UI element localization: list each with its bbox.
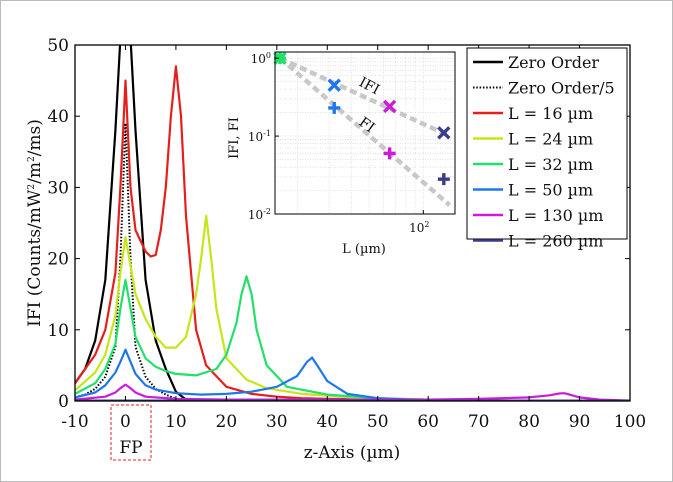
main-y-tick-label: 40 <box>47 107 69 127</box>
series-line-3 <box>75 214 429 401</box>
inset-fi-trend-label: FI <box>356 114 378 136</box>
inset-ifi-point <box>327 78 341 92</box>
inset-y-tick-label: 10-2 <box>248 207 271 222</box>
legend-label: L = 130 µm <box>508 206 603 225</box>
main-x-tick-label: 60 <box>417 412 439 432</box>
inset-trends <box>278 56 452 207</box>
main-x-tick-label: -10 <box>61 412 88 432</box>
main-x-axis-label: z-Axis (µm) <box>304 443 401 463</box>
legend-label: L = 32 µm <box>508 155 593 174</box>
focal-plane-label: FP <box>119 438 142 458</box>
main-x-tick-label: 20 <box>216 412 238 432</box>
main-y-axis-label: IFI (Counts/mW2/m2/ms) <box>25 119 45 327</box>
inset-fi-point <box>383 147 396 160</box>
inset-fi-point <box>437 173 450 186</box>
main-y-tick-label: 50 <box>47 36 69 56</box>
focal-plane-box <box>110 404 152 461</box>
main-x-ticks: -10 0 10 20 30 40 50 60 70 80 90 100 <box>61 45 646 432</box>
legend-label: Zero Order/5 <box>508 79 615 98</box>
inset-markers <box>273 51 451 186</box>
main-x-tick-label: 100 <box>614 412 646 432</box>
main-y-tick-label: 30 <box>47 178 69 198</box>
legend-label: L = 260 µm <box>508 232 603 251</box>
inset-trend-line-0 <box>279 56 451 139</box>
legend-items: Zero Order Zero Order/5 L = 16 µm L = 24 µm… <box>473 53 615 251</box>
main-x-tick-label: 90 <box>569 412 591 432</box>
main-y-ticks: 0 10 20 30 40 50 <box>47 36 630 412</box>
inset-ifi-point <box>382 99 397 114</box>
inset-x-axis-label: L (µm) <box>342 242 386 257</box>
main-x-tick-label: 70 <box>468 412 490 432</box>
main-x-tick-label: 50 <box>367 412 389 432</box>
main-x-tick-label: 0 <box>120 412 131 432</box>
main-plot-frame <box>74 44 631 402</box>
main-y-tick-label: 20 <box>47 250 69 270</box>
inset-frame <box>274 51 456 215</box>
main-y-tick-label: 10 <box>47 321 69 341</box>
legend-box <box>466 47 628 240</box>
inset-ifi-point <box>437 126 451 140</box>
inset-fi-point <box>328 101 341 114</box>
series-line-0 <box>75 45 197 401</box>
main-x-tick-label: 30 <box>266 412 288 432</box>
main-x-tick-label: 40 <box>316 412 338 432</box>
inset-y-axis-label: IFI, FI <box>227 117 242 159</box>
main-x-tick-label: 80 <box>518 412 540 432</box>
inset-x-tick-label: 102 <box>409 220 429 235</box>
inset-ticks: 100 10-1 10-2 102 <box>248 51 430 235</box>
legend-label: L = 16 µm <box>508 104 593 123</box>
series-line-5 <box>75 348 479 401</box>
main-y-tick-label: 0 <box>58 392 69 412</box>
inset-y-tick-label: 10-1 <box>248 129 271 144</box>
series-line-4 <box>75 275 454 401</box>
main-x-tick-label: 10 <box>165 412 187 432</box>
series-line-2 <box>75 65 378 401</box>
inset-y-tick-label: 100 <box>251 51 271 66</box>
legend-label: L = 24 µm <box>508 130 593 149</box>
legend-label: Zero Order <box>508 53 599 72</box>
inset-trend-line-1 <box>278 56 452 207</box>
legend-label: L = 50 µm <box>508 181 593 200</box>
legend: Zero Order Zero Order/5 L = 16 µm L = 24 µm… <box>466 47 628 251</box>
